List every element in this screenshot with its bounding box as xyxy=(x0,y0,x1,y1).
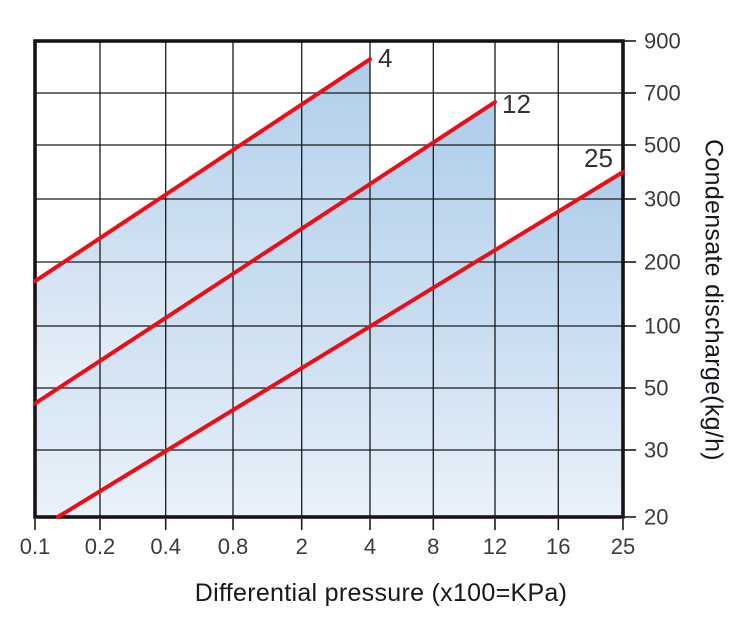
x-tick-label: 0.4 xyxy=(150,534,181,559)
x-tick-label: 16 xyxy=(546,534,570,559)
y-tick-label: 30 xyxy=(644,438,668,463)
series-label-12: 12 xyxy=(502,89,531,119)
series-line-25 xyxy=(55,170,625,519)
y-tick-label: 500 xyxy=(644,133,681,158)
x-axis-title: Differential pressure (x100=KPa) xyxy=(194,579,568,607)
x-tick-label: 12 xyxy=(483,534,507,559)
x-tick-label: 0.8 xyxy=(218,534,249,559)
y-tick-label: 200 xyxy=(644,250,681,275)
y-tick-label: 50 xyxy=(644,376,668,401)
y-axis-title: Condensate discharge(kg/h) xyxy=(699,139,728,461)
series-line-4 xyxy=(33,57,372,284)
series-label-25: 25 xyxy=(584,143,613,173)
x-tick-label: 0.2 xyxy=(85,534,116,559)
series-fill-12 xyxy=(35,102,495,517)
x-tick-label: 25 xyxy=(611,534,635,559)
y-tick-label: 900 xyxy=(644,29,681,54)
x-tick-label: 0.1 xyxy=(20,534,51,559)
x-tick-label: 8 xyxy=(427,534,439,559)
y-tick-label: 300 xyxy=(644,187,681,212)
series-label-4: 4 xyxy=(378,43,392,73)
x-tick-label: 2 xyxy=(296,534,308,559)
y-tick-label: 100 xyxy=(644,314,681,339)
y-tick-label: 700 xyxy=(644,81,681,106)
series-line-12 xyxy=(33,100,497,406)
x-tick-label: 4 xyxy=(364,534,376,559)
y-tick-label: 20 xyxy=(644,505,668,530)
